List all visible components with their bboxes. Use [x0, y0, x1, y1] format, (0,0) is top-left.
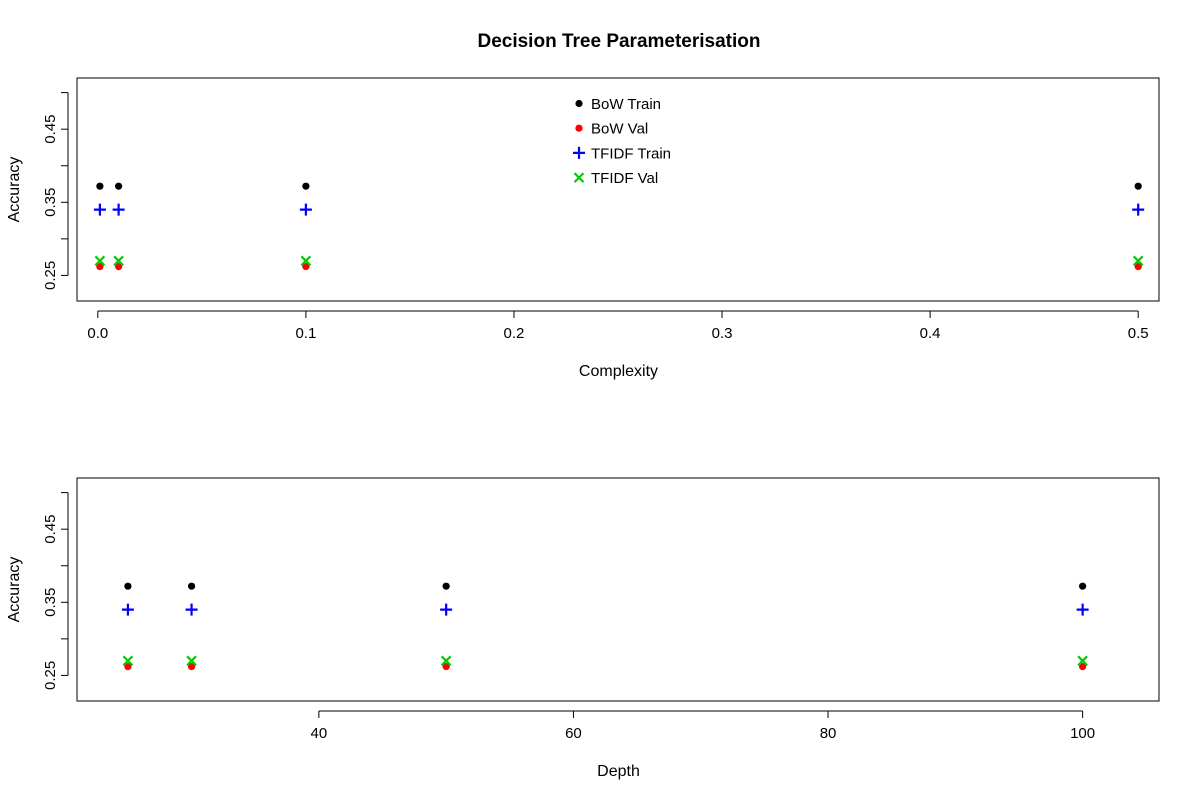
tfidf-val-point: [300, 255, 312, 267]
legend-bow-val-marker: [575, 124, 583, 132]
y-tick-label: 0.25: [42, 261, 59, 290]
panel-complexity: 0.0 0.1 0.2 0.3 0.4 0.5 0.25 0.35 0.45 Complexity…: [6, 77, 1160, 380]
tfidf-train-point: [121, 603, 134, 616]
legend-tfidf-val-marker: [573, 172, 585, 183]
bow-val-point: [1079, 663, 1087, 671]
bow-val-point: [187, 663, 196, 671]
legend-bow-val-label: BoW Val: [591, 121, 648, 138]
panel-depth: 40 60 80 100 0.25 0.35 0.45 Depth Accuracy: [6, 477, 1160, 780]
tfidf-val-point: [122, 655, 134, 667]
bow-train-point: [115, 182, 123, 190]
bow-val-point: [442, 663, 450, 671]
bow-val-point: [1134, 263, 1142, 271]
x-tick-label: 0.0: [87, 325, 108, 342]
bow-train-point: [96, 182, 104, 190]
tfidf-train-point: [1076, 603, 1089, 616]
x-tick-label: 60: [565, 725, 582, 742]
tfidf-train-point: [440, 603, 453, 616]
legend-tfidf-train-marker: [573, 146, 585, 159]
y-axis-label: Accuracy: [6, 557, 23, 623]
legend-tfidf-val-label: TFIDF Val: [591, 170, 658, 187]
y-axis-label: Accuracy: [6, 157, 23, 223]
y-tick-label: 0.35: [42, 588, 59, 617]
legend-bow-train-label: BoW Train: [591, 96, 661, 113]
plot-frame: [76, 477, 1160, 702]
tfidf-train-point: [299, 203, 312, 216]
y-tick-label: 0.45: [42, 515, 59, 544]
x-tick-label: 0.5: [1128, 325, 1149, 342]
bow-val-point: [124, 663, 132, 671]
bow-train-point: [1134, 182, 1142, 190]
x-tick-label: 0.1: [295, 325, 316, 342]
x-tick-label: 0.2: [504, 325, 525, 342]
x-tick-label: 100: [1070, 725, 1095, 742]
tfidf-val-point: [1077, 655, 1088, 667]
tfidf-train-point: [185, 603, 198, 616]
x-tick-label: 0.3: [712, 325, 733, 342]
tfidf-val-point: [186, 655, 197, 667]
bow-val-point: [96, 263, 104, 271]
x-axis-label: Complexity: [579, 363, 658, 380]
bow-train-point: [1079, 582, 1087, 590]
tfidf-val-point: [1132, 255, 1144, 267]
bow-train-point: [124, 582, 132, 590]
tfidf-train-point: [112, 203, 125, 216]
legend: BoW Train BoW Val TFIDF Train TFIDF Val: [573, 96, 671, 187]
bow-train-point: [187, 582, 196, 590]
tfidf-val-point: [440, 655, 452, 667]
bow-val-point: [302, 263, 310, 271]
plot-frame: [76, 77, 1160, 302]
x-tick-label: 40: [311, 725, 328, 742]
figure-title: Decision Tree Parameterisation: [477, 31, 760, 52]
tfidf-train-point: [93, 203, 106, 216]
bow-train-point: [302, 182, 310, 190]
legend-bow-train-marker: [575, 99, 583, 108]
bow-val-point: [115, 263, 123, 271]
y-tick-label: 0.45: [42, 115, 59, 144]
y-tick-label: 0.35: [42, 188, 59, 217]
legend-tfidf-train-label: TFIDF Train: [591, 145, 671, 162]
x-tick-label: 0.4: [920, 325, 941, 342]
x-axis-label: Depth: [597, 763, 640, 780]
tfidf-val-point: [94, 255, 106, 267]
x-tick-label: 80: [820, 725, 837, 742]
y-tick-label: 0.25: [42, 661, 59, 690]
tfidf-train-point: [1132, 203, 1145, 216]
bow-train-point: [442, 582, 450, 590]
tfidf-val-point: [113, 255, 124, 267]
